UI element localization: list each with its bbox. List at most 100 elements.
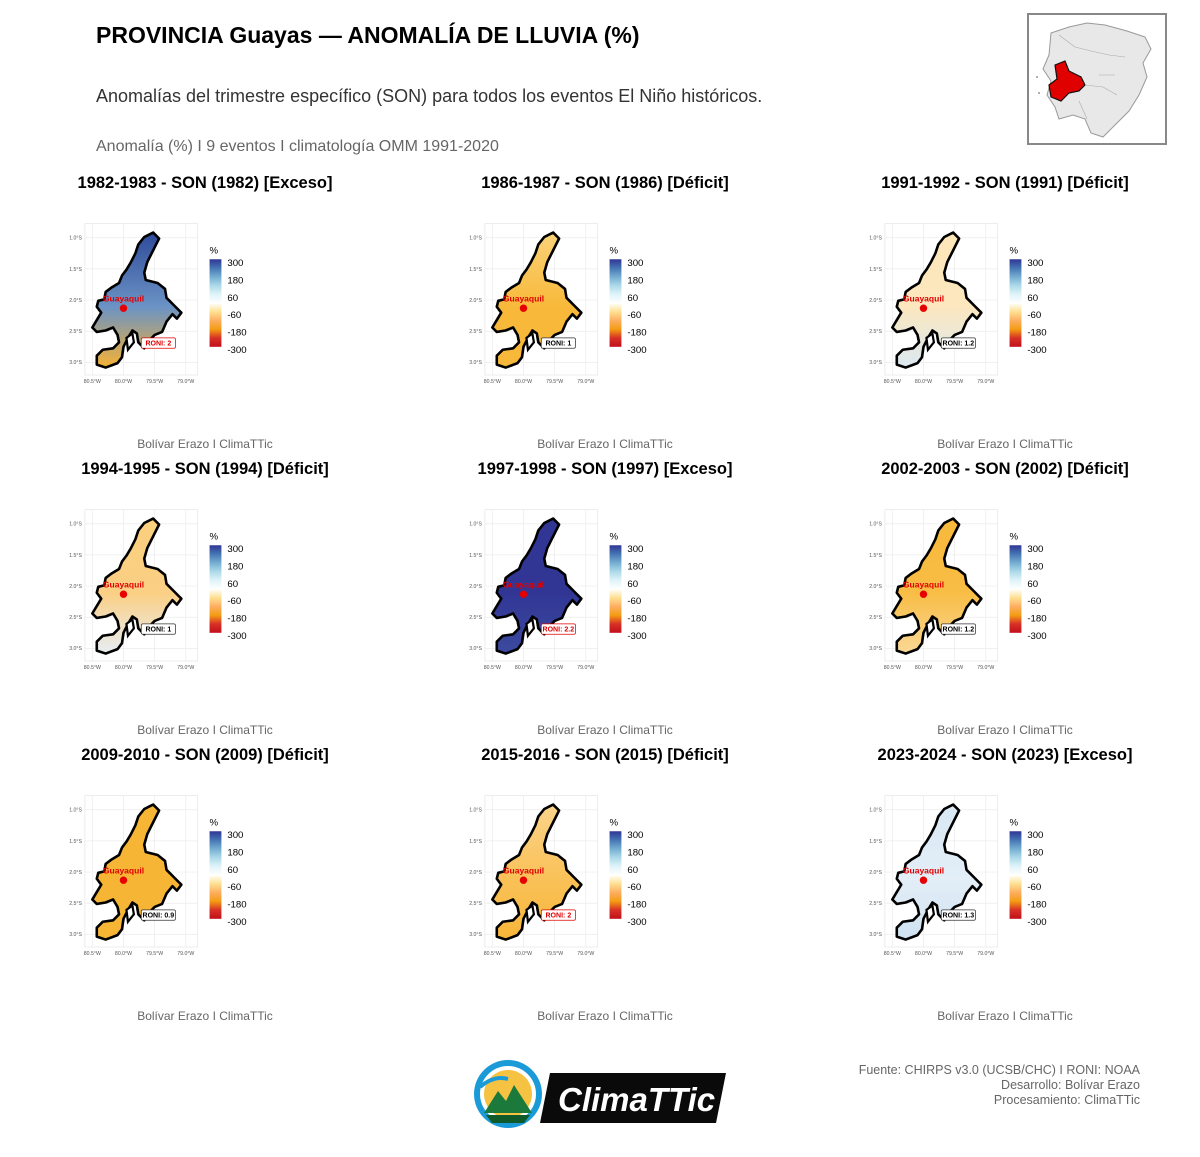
panel-map: Guayaquil RONI: 2 1.0°S 1.5°S 2.0°S 2.5°S 3.0°… <box>69 223 247 385</box>
panel-map: Guayaquil RONI: 1 1.0°S 1.5°S 2.0°S 2.5°S 3.0°… <box>69 509 247 671</box>
legend-label: -300 <box>627 631 646 642</box>
city-label: Guayaquil <box>503 294 544 304</box>
logo-text: ClimaTTic <box>558 1081 715 1118</box>
legend-label: 300 <box>227 830 243 841</box>
guayaquil-marker <box>119 304 128 312</box>
page-caption: Anomalía (%) I 9 eventos I climatología … <box>96 138 499 155</box>
x-tick-label: 80.0°W <box>515 665 532 671</box>
x-tick-label: 80.0°W <box>515 951 532 957</box>
y-tick-label: 1.5°S <box>469 267 482 273</box>
legend-label: 180 <box>627 847 643 858</box>
city-label: Guayaquil <box>103 580 144 590</box>
y-tick-label: 1.0°S <box>69 808 82 814</box>
climattic-logo: ClimaTTic <box>472 1057 732 1131</box>
x-tick-label: 80.5°W <box>84 951 101 957</box>
panel-credit: Bolívar Erazo I ClimaTTic <box>937 1009 1073 1023</box>
panel-title: 2009-2010 - SON (2009) [Déficit] <box>81 746 329 764</box>
legend-title: % <box>610 245 619 256</box>
y-tick-label: 2.0°S <box>469 870 482 876</box>
panel-title: 2002-2003 - SON (2002) [Déficit] <box>881 460 1129 478</box>
y-tick-label: 1.5°S <box>869 267 882 273</box>
x-tick-label: 80.5°W <box>884 379 901 385</box>
footer-credits: Fuente: CHIRPS v3.0 (UCSB/CHC) I RONI: N… <box>859 1063 1140 1108</box>
roni-badge <box>540 909 576 921</box>
map-panel: 2002-2003 - SON (2002) [Déficit] Guayaqui… <box>810 460 1200 737</box>
legend-label: -180 <box>627 900 646 911</box>
guayaquil-marker <box>119 876 128 884</box>
panel-credit: Bolívar Erazo I ClimaTTic <box>937 437 1073 451</box>
y-tick-label: 3.0°S <box>869 932 882 938</box>
y-tick-label: 1.5°S <box>69 553 82 559</box>
panel-title: 2015-2016 - SON (2015) [Déficit] <box>481 746 729 764</box>
x-tick-label: 80.5°W <box>484 665 501 671</box>
legend-label: -300 <box>227 345 246 356</box>
legend-colorbar <box>1009 831 1022 919</box>
legend-label: 60 <box>627 579 638 590</box>
panel-map: Guayaquil RONI: 1.2 1.0°S 1.5°S 2.0°S 2.5°S 3.… <box>869 223 1047 385</box>
legend-label: 60 <box>1027 579 1038 590</box>
panel-title: 1986-1987 - SON (1986) [Déficit] <box>481 174 729 192</box>
legend-label: -300 <box>227 631 246 642</box>
y-tick-label: 1.5°S <box>869 839 882 845</box>
x-tick-label: 79.5°W <box>546 379 563 385</box>
legend-label: 180 <box>227 275 243 286</box>
y-tick-label: 1.5°S <box>869 553 882 559</box>
x-tick-label: 80.5°W <box>884 951 901 957</box>
guayaquil-marker <box>919 590 928 598</box>
y-tick-label: 2.0°S <box>869 298 882 304</box>
y-tick-label: 2.5°S <box>69 901 82 907</box>
y-tick-label: 3.0°S <box>469 360 482 366</box>
x-tick-label: 80.0°W <box>915 379 932 385</box>
panel-map: Guayaquil RONI: 1 1.0°S 1.5°S 2.0°S 2.5°S 3.0°… <box>469 223 647 385</box>
city-label: Guayaquil <box>903 294 944 304</box>
ecuador-locator-map <box>1027 13 1167 145</box>
map-panel: 1991-1992 - SON (1991) [Déficit] Guayaqui… <box>810 174 1200 451</box>
legend-title: % <box>1010 245 1019 256</box>
guayaquil-marker <box>919 876 928 884</box>
legend-label: 180 <box>227 561 243 572</box>
roni-badge <box>940 623 976 635</box>
x-tick-label: 80.5°W <box>84 665 101 671</box>
legend-label: -300 <box>227 917 246 928</box>
panel-title: 1994-1995 - SON (1994) [Déficit] <box>81 460 329 478</box>
legend-label: -180 <box>627 614 646 625</box>
legend-label: -180 <box>227 900 246 911</box>
legend-label: 60 <box>1027 293 1038 304</box>
legend-label: 180 <box>627 561 643 572</box>
y-tick-label: 3.0°S <box>69 360 82 366</box>
legend-colorbar <box>609 545 622 633</box>
legend-title: % <box>610 817 619 828</box>
legend-label: -60 <box>627 310 641 321</box>
y-tick-label: 2.0°S <box>469 584 482 590</box>
legend-label: 180 <box>1027 275 1043 286</box>
legend-title: % <box>210 817 219 828</box>
y-tick-label: 3.0°S <box>469 646 482 652</box>
legend-label: -60 <box>227 882 241 893</box>
legend-label: -60 <box>227 310 241 321</box>
y-tick-label: 3.0°S <box>69 646 82 652</box>
city-label: Guayaquil <box>103 294 144 304</box>
panel-map: Guayaquil RONI: 2 1.0°S 1.5°S 2.0°S 2.5°S 3.0°… <box>469 795 647 957</box>
guayaquil-marker <box>919 304 928 312</box>
legend-label: 300 <box>227 258 243 269</box>
x-tick-label: 79.0°W <box>977 951 994 957</box>
y-tick-label: 1.0°S <box>69 522 82 528</box>
legend-label: 60 <box>227 579 238 590</box>
legend-label: -300 <box>627 917 646 928</box>
legend-label: -300 <box>627 345 646 356</box>
map-panel: 1994-1995 - SON (1994) [Déficit] Guayaqui… <box>10 460 400 737</box>
legend-label: -300 <box>1027 345 1046 356</box>
y-tick-label: 1.0°S <box>69 236 82 242</box>
y-tick-label: 2.0°S <box>869 584 882 590</box>
x-tick-label: 79.0°W <box>177 951 194 957</box>
y-tick-label: 2.0°S <box>469 298 482 304</box>
x-tick-label: 79.5°W <box>946 379 963 385</box>
legend-colorbar <box>609 259 622 347</box>
legend-label: 60 <box>227 293 238 304</box>
x-tick-label: 80.0°W <box>115 951 132 957</box>
ecuador-outline <box>1042 22 1152 138</box>
y-tick-label: 2.0°S <box>69 584 82 590</box>
x-tick-label: 79.0°W <box>577 665 594 671</box>
legend-title: % <box>210 245 219 256</box>
legend-label: -60 <box>227 596 241 607</box>
